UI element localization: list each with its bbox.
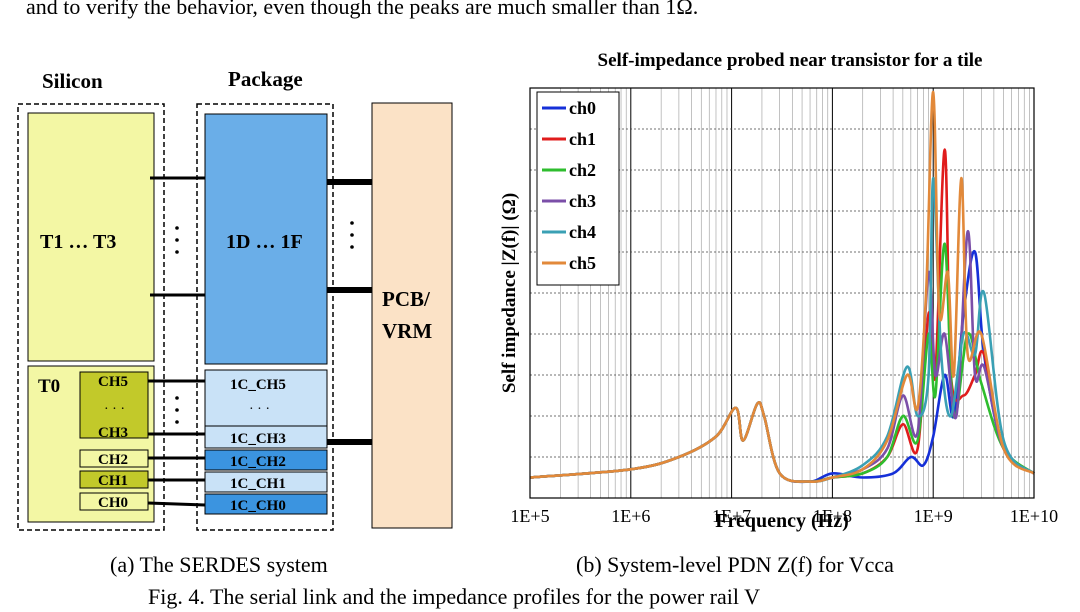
1c-ch3-label: 1C_CH3	[230, 431, 286, 447]
1c-ch1-label: 1C_CH1	[230, 476, 286, 492]
legend-label-ch2: ch2	[569, 160, 596, 180]
package-1d-1f-block	[204, 113, 328, 365]
silicon-package-connectors	[147, 176, 206, 507]
pkg-ellipsis: · · ·	[249, 402, 270, 417]
package-pcb-connectors	[327, 179, 372, 445]
caption-a: (a) The SERDES system	[110, 552, 328, 577]
channel-group-ch5-ch3	[79, 371, 149, 439]
legend-label-ch4: ch4	[569, 222, 596, 242]
legend-label-ch5: ch5	[569, 253, 596, 273]
chart-series-lines	[529, 90, 1035, 484]
legend-label-ch1: ch1	[569, 129, 596, 149]
y-axis-label: Self impedance |Z(f)| (Ω)	[499, 193, 520, 393]
ch3-label: CH3	[98, 425, 128, 441]
body-text-line: and to verify the behavior, even though …	[26, 0, 699, 19]
chart-legend: ch0 ch1 ch2 ch3 ch4 ch5	[536, 91, 620, 286]
x-tick-label: 1E+6	[611, 506, 650, 526]
t0-label: T0	[38, 376, 60, 397]
caption-b: (b) System-level PDN Z(f) for Vcca	[576, 552, 894, 577]
legend-label-ch0: ch0	[569, 98, 596, 118]
series-line-ch5	[529, 90, 1035, 484]
pcb-vrm-block	[371, 102, 453, 529]
ch5-label: CH5	[98, 374, 128, 390]
pkg-1c-ch2-block	[204, 449, 328, 471]
pkg-1c-ch3-block	[204, 425, 328, 449]
x-tick-label: 1E+10	[1010, 506, 1058, 526]
pkg-1c-ch5-block	[204, 369, 328, 427]
x-axis-label: Frequency (Hz)	[715, 510, 849, 532]
t1-t3-label: T1 … T3	[40, 231, 116, 253]
1c-ch0-label: 1C_CH0	[230, 498, 286, 514]
ch0-label: CH0	[98, 495, 128, 511]
chart-title: Self-impedance probed near transistor fo…	[598, 50, 983, 71]
plot-frame	[529, 87, 1035, 499]
1c-ch5-label: 1C_CH5	[230, 377, 286, 393]
serdes-diagram: Silicon Package T1 … T3 T0 CH5 · · · CH3…	[17, 67, 453, 531]
ch0-block	[79, 492, 149, 511]
ch1-label: CH1	[98, 473, 128, 489]
x-tick-label: 1E+5	[510, 506, 549, 526]
impedance-chart: Self-impedance probed near transistor fo…	[499, 50, 1058, 532]
silicon-t1-t3-block	[27, 112, 155, 362]
pcb-label: PCB/	[382, 287, 431, 311]
ch-group-ellipsis: · · ·	[104, 402, 125, 417]
1c-ch2-label: 1C_CH2	[230, 454, 286, 470]
x-tick-label: 1E+9	[914, 506, 953, 526]
silicon-outline	[17, 103, 165, 531]
package-label: Package	[228, 67, 303, 91]
vertical-ellipsis-dots	[175, 221, 354, 424]
x-tick-label: 1E+7	[712, 506, 751, 526]
1d-1f-label: 1D … 1F	[226, 231, 303, 253]
pkg-1c-ch1-block	[204, 471, 328, 493]
ch2-label: CH2	[98, 452, 128, 468]
silicon-label: Silicon	[42, 69, 103, 93]
x-tick-label: 1E+8	[813, 506, 852, 526]
x-tick-labels: 1E+5 1E+6 1E+7 1E+8 1E+9 1E+10	[510, 506, 1058, 526]
legend-label-ch3: ch3	[569, 191, 596, 211]
package-outline	[196, 103, 334, 531]
figure-caption: Fig. 4. The serial link and the impedanc…	[148, 584, 760, 609]
vrm-label: VRM	[382, 319, 432, 343]
